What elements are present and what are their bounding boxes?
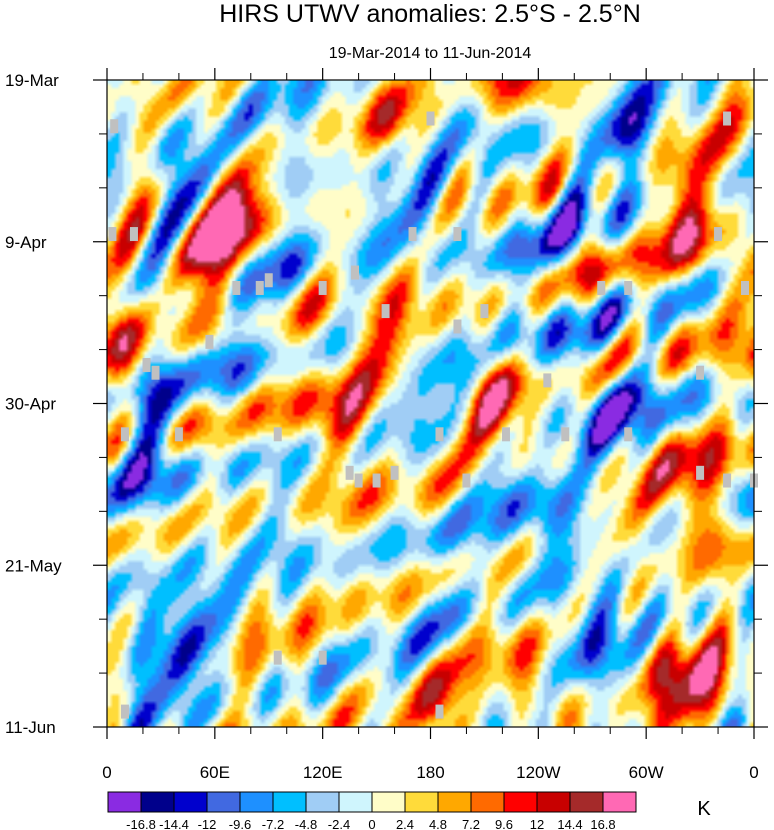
x-tick-label: 60E xyxy=(200,763,230,782)
colorbar-swatch xyxy=(470,791,505,813)
missing-data-cell xyxy=(561,427,570,442)
chart-subtitle: 19-Mar-2014 to 11-Jun-2014 xyxy=(329,45,532,62)
missing-data-cell xyxy=(129,227,138,242)
missing-data-cell xyxy=(408,227,417,242)
missing-data-layer xyxy=(108,111,758,719)
x-tick-label: 0 xyxy=(749,763,758,782)
colorbar-label: -2.4 xyxy=(328,817,350,830)
missing-data-cell xyxy=(723,473,732,488)
colorbar-unit-label: K xyxy=(697,798,711,820)
colorbar-label: -14.4 xyxy=(159,817,189,830)
colorbar-label: -4.8 xyxy=(295,817,317,830)
colorbar-label: 12 xyxy=(530,817,544,830)
colorbar-swatch xyxy=(338,791,373,813)
colorbar-label: 9.6 xyxy=(495,817,513,830)
missing-data-cell xyxy=(723,111,732,126)
colorbar: -16.8 -14.4 -12 -9.6 -7.2 -4.8 -2.4 0 2.4 4.8 7.2 9… xyxy=(107,791,637,830)
y-tick-label: 11-Jun xyxy=(5,718,56,737)
missing-data-cell xyxy=(696,465,705,480)
chart-title: HIRS UTWV anomalies: 2.5°S - 2.5°N xyxy=(219,0,641,28)
missing-data-cell xyxy=(108,227,117,242)
missing-data-cell xyxy=(318,650,327,665)
missing-data-cell xyxy=(597,280,606,295)
colorbar-swatch xyxy=(437,791,472,813)
missing-data-cell xyxy=(110,119,119,134)
missing-data-cell xyxy=(255,280,264,295)
missing-data-cell xyxy=(151,365,160,380)
anomaly-field xyxy=(107,80,754,727)
missing-data-cell xyxy=(354,473,363,488)
missing-data-cell xyxy=(501,427,510,442)
missing-data-cell xyxy=(120,704,129,719)
colorbar-swatch xyxy=(536,791,571,813)
missing-data-cell xyxy=(381,304,390,319)
missing-data-cell xyxy=(435,427,444,442)
missing-data-cell xyxy=(453,227,462,242)
missing-data-cell xyxy=(120,427,129,442)
missing-data-cell xyxy=(624,280,633,295)
colorbar-label: 4.8 xyxy=(429,817,447,830)
plot-area xyxy=(107,80,754,727)
x-tick-label: 0 xyxy=(102,763,111,782)
colorbar-swatch xyxy=(173,791,208,813)
missing-data-cell xyxy=(624,427,633,442)
missing-data-cell xyxy=(232,280,241,295)
missing-data-cell xyxy=(696,365,705,380)
missing-data-cell xyxy=(741,280,750,295)
colorbar-swatch xyxy=(272,791,307,813)
colorbar-swatch xyxy=(404,791,439,813)
colorbar-label: 7.2 xyxy=(462,817,480,830)
missing-data-cell xyxy=(205,334,214,349)
y-tick-label: 19-Mar xyxy=(5,71,59,90)
x-tick-label: 60W xyxy=(629,763,664,782)
missing-data-cell xyxy=(435,704,444,719)
colorbar-label: 16.8 xyxy=(590,817,615,830)
colorbar-swatch xyxy=(305,791,340,813)
missing-data-cell xyxy=(426,111,435,126)
missing-data-cell xyxy=(480,304,489,319)
missing-data-cell xyxy=(714,227,723,242)
colorbar-swatch xyxy=(371,791,406,813)
missing-data-cell xyxy=(174,427,183,442)
x-tick-label: 180 xyxy=(416,763,444,782)
colorbar-label: -16.8 xyxy=(126,817,156,830)
colorbar-swatch xyxy=(107,791,142,813)
colorbar-label: 2.4 xyxy=(396,817,414,830)
y-tick-label: 30-Apr xyxy=(5,395,56,414)
missing-data-cell xyxy=(543,373,552,388)
missing-data-cell xyxy=(142,357,151,372)
y-tick-label: 21-May xyxy=(5,556,62,575)
colorbar-swatch xyxy=(239,791,274,813)
y-tick-label: 9-Apr xyxy=(5,233,47,252)
colorbar-swatch xyxy=(206,791,241,813)
missing-data-cell xyxy=(453,319,462,334)
missing-data-cell xyxy=(345,465,354,480)
colorbar-label: 0 xyxy=(368,817,375,830)
colorbar-label: -12 xyxy=(198,817,217,830)
colorbar-label: 14.4 xyxy=(557,817,582,830)
missing-data-cell xyxy=(372,473,381,488)
missing-data-cell xyxy=(390,465,399,480)
missing-data-cell xyxy=(318,280,327,295)
missing-data-cell xyxy=(351,265,360,280)
missing-data-cell xyxy=(273,427,282,442)
x-tick-label: 120E xyxy=(303,763,343,782)
missing-data-cell xyxy=(462,473,471,488)
colorbar-swatch xyxy=(503,791,538,813)
colorbar-swatch xyxy=(602,791,637,813)
colorbar-swatch xyxy=(569,791,604,813)
colorbar-label: -9.6 xyxy=(229,817,251,830)
colorbar-swatch xyxy=(140,791,175,813)
x-tick-label: 120W xyxy=(516,763,560,782)
missing-data-cell xyxy=(264,273,273,288)
missing-data-cell xyxy=(273,650,282,665)
colorbar-label: -7.2 xyxy=(262,817,284,830)
axes: 0 60E 120E 180 120W 60W 0 19-Mar 9-Apr 30-Apr 21-M… xyxy=(5,68,768,782)
